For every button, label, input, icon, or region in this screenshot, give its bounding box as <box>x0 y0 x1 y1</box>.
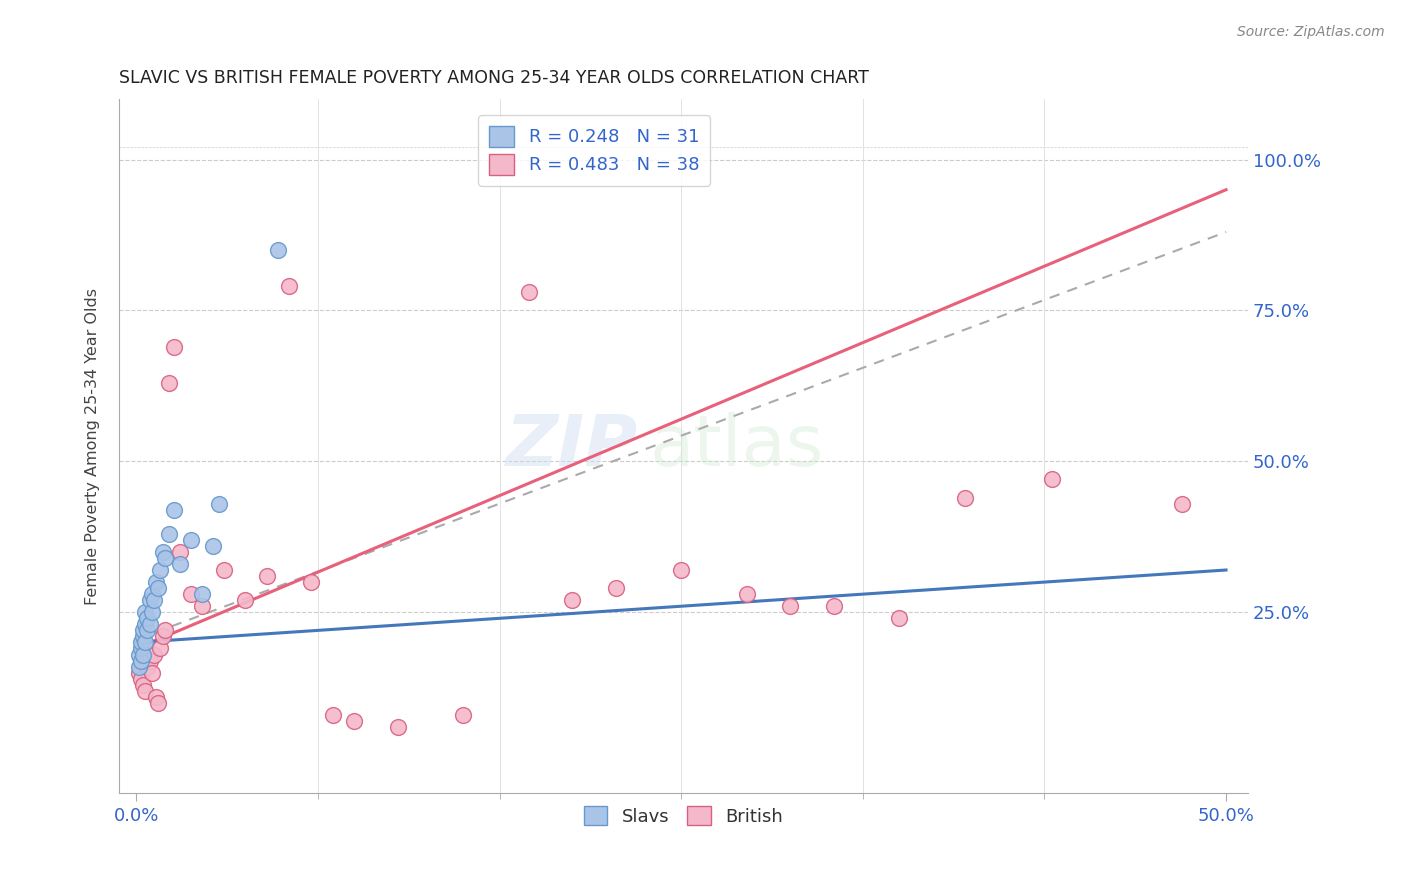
Point <box>953 491 976 505</box>
Point <box>136 659 159 673</box>
Point <box>141 665 163 680</box>
Point <box>1171 497 1194 511</box>
Point <box>1040 473 1063 487</box>
Point <box>129 672 152 686</box>
Point <box>191 587 214 601</box>
Point <box>823 599 845 614</box>
Point <box>267 243 290 257</box>
Point <box>153 550 176 565</box>
Point <box>162 340 184 354</box>
Point <box>343 714 366 728</box>
Point <box>889 611 911 625</box>
Point <box>561 593 583 607</box>
Point <box>191 599 214 614</box>
Point <box>129 635 152 649</box>
Point <box>141 605 163 619</box>
Point <box>128 665 150 680</box>
Point <box>157 376 180 390</box>
Point <box>142 593 165 607</box>
Legend: Slavs, British: Slavs, British <box>576 798 790 833</box>
Point <box>671 563 693 577</box>
Point <box>148 696 170 710</box>
Point <box>132 678 155 692</box>
Point <box>169 557 191 571</box>
Point <box>132 629 155 643</box>
Text: SLAVIC VS BRITISH FEMALE POVERTY AMONG 25-34 YEAR OLDS CORRELATION CHART: SLAVIC VS BRITISH FEMALE POVERTY AMONG 2… <box>120 69 869 87</box>
Point <box>145 690 167 704</box>
Point <box>208 497 231 511</box>
Point <box>180 533 202 547</box>
Point <box>142 648 165 662</box>
Point <box>138 654 160 668</box>
Point <box>134 683 156 698</box>
Point <box>322 707 344 722</box>
Text: atlas: atlas <box>650 412 824 481</box>
Y-axis label: Female Poverty Among 25-34 Year Olds: Female Poverty Among 25-34 Year Olds <box>86 288 100 605</box>
Point <box>605 581 627 595</box>
Point <box>141 587 163 601</box>
Point <box>134 605 156 619</box>
Point <box>145 575 167 590</box>
Point <box>235 593 257 607</box>
Point <box>148 581 170 595</box>
Point <box>387 720 409 734</box>
Point <box>180 587 202 601</box>
Point <box>735 587 758 601</box>
Text: Source: ZipAtlas.com: Source: ZipAtlas.com <box>1237 25 1385 39</box>
Point <box>129 641 152 656</box>
Point <box>129 654 152 668</box>
Point <box>152 629 174 643</box>
Point <box>138 617 160 632</box>
Point <box>132 648 155 662</box>
Point <box>157 526 180 541</box>
Point <box>201 539 224 553</box>
Point <box>453 707 475 722</box>
Point <box>299 575 322 590</box>
Text: ZIP: ZIP <box>506 412 638 481</box>
Point <box>152 545 174 559</box>
Point <box>212 563 235 577</box>
Point <box>128 648 150 662</box>
Point <box>128 659 150 673</box>
Point <box>132 624 155 638</box>
Point <box>134 635 156 649</box>
Point <box>153 624 176 638</box>
Point <box>162 502 184 516</box>
Point <box>136 611 159 625</box>
Point <box>779 599 801 614</box>
Point <box>169 545 191 559</box>
Point <box>149 563 172 577</box>
Point <box>136 624 159 638</box>
Point <box>138 593 160 607</box>
Point <box>149 641 172 656</box>
Point <box>517 285 540 300</box>
Point <box>278 279 301 293</box>
Point <box>134 617 156 632</box>
Point <box>256 569 278 583</box>
